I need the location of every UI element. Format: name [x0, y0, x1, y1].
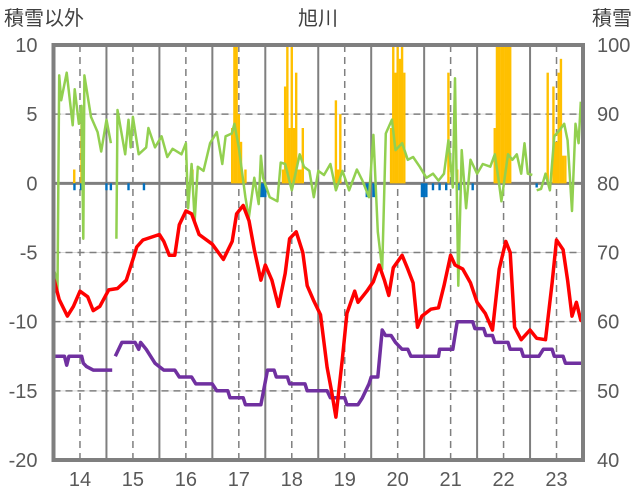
precip-bar	[557, 72, 560, 184]
precip-bar	[497, 45, 501, 184]
negative-bar	[471, 183, 474, 191]
xtick-label: 18	[281, 469, 303, 491]
negative-bar	[425, 183, 428, 198]
precip-bar	[389, 128, 393, 184]
precip-bar	[546, 72, 549, 184]
negative-bar	[142, 183, 146, 191]
precip-bar	[495, 45, 499, 184]
ytick-left-label: -10	[9, 312, 38, 334]
negative-bar	[264, 183, 267, 198]
xtick-label: 19	[334, 469, 356, 491]
precip-bar	[502, 45, 505, 184]
negative-bar	[79, 183, 83, 191]
precip-bar	[559, 58, 563, 184]
precip-bar	[297, 169, 300, 184]
green-line	[115, 76, 533, 287]
negative-bar	[458, 183, 461, 191]
precip-bar	[447, 72, 450, 184]
precip-bar	[286, 45, 289, 184]
precip-bar	[294, 72, 298, 184]
ytick-right-label: 70	[597, 243, 619, 265]
precip-bar	[233, 45, 236, 184]
negative-bar	[445, 183, 448, 191]
precip-bar	[290, 45, 293, 184]
precip-bar	[288, 128, 291, 184]
ytick-right-label: 50	[597, 381, 619, 403]
lines	[51, 71, 584, 419]
precip-bar	[73, 169, 76, 184]
green-line	[52, 71, 113, 292]
precip-bar	[504, 45, 507, 184]
precip-bar	[301, 128, 305, 184]
precip-bar	[281, 169, 285, 184]
precip-bar	[398, 58, 402, 184]
negative-bar	[109, 183, 113, 191]
precip-bar	[394, 72, 397, 184]
xtick-label: 14	[69, 469, 91, 491]
xtick-label: 15	[122, 469, 144, 491]
negative-bar	[73, 183, 76, 191]
precip-bar	[564, 155, 567, 184]
ytick-right-label: 90	[597, 104, 619, 126]
snow_depth-line	[53, 354, 113, 372]
negative-bar	[261, 183, 265, 198]
precip-bar	[508, 45, 512, 184]
negative-bar	[431, 183, 435, 191]
xtick-label: 23	[545, 469, 567, 491]
ytick-left-label: -20	[9, 450, 38, 472]
precip-bar	[231, 128, 234, 184]
xtick-label: 16	[175, 469, 197, 491]
precip-bar	[336, 169, 340, 184]
negative-bar	[105, 183, 108, 191]
ytick-right-label: 100	[597, 35, 630, 57]
negative-bar	[372, 183, 375, 198]
precip-bar	[500, 45, 503, 184]
precip-bar	[334, 100, 338, 184]
ytick-right-label: 40	[597, 450, 619, 472]
xtick-label: 21	[440, 469, 462, 491]
precip-bar	[244, 169, 247, 184]
ylabel-left: 積雪以外	[4, 7, 84, 30]
snow_depth-line	[113, 319, 583, 407]
precip-bar	[339, 114, 342, 184]
precip-bar	[554, 141, 557, 184]
green-line	[536, 101, 583, 213]
plot-frame	[51, 43, 585, 462]
precip-bar	[561, 155, 565, 184]
frame	[51, 43, 585, 462]
ytick-left-label: -15	[9, 381, 38, 403]
ytick-right-label: 80	[597, 173, 619, 195]
precip-bar	[283, 86, 287, 184]
bars	[73, 45, 567, 198]
precip-bar	[396, 45, 399, 184]
xtick-label: 17	[228, 469, 250, 491]
precip-bar	[403, 72, 406, 184]
chart-title: 旭川	[298, 7, 338, 30]
negative-bar	[438, 183, 441, 191]
xtick-label: 22	[492, 469, 514, 491]
ylabel-right: 積雪	[592, 7, 632, 30]
negative-bar	[420, 183, 424, 198]
precip-bar	[400, 45, 404, 184]
precip-bar	[392, 45, 395, 184]
precip-bar	[506, 45, 510, 184]
xtick-label: 20	[387, 469, 409, 491]
precip-bar	[235, 45, 238, 184]
temperature-line	[51, 203, 584, 419]
negative-bar	[259, 183, 263, 198]
ytick-left-label: 10	[15, 35, 37, 57]
ytick-left-label: -5	[20, 243, 38, 265]
ytick-left-label: 5	[26, 104, 37, 126]
precip-bar	[292, 128, 296, 184]
negative-bar	[422, 183, 426, 198]
negative-bar	[127, 183, 130, 191]
negative-bar	[535, 183, 538, 188]
ytick-left-label: 0	[26, 173, 37, 195]
precip-bar	[552, 86, 555, 184]
ytick-right-label: 60	[597, 312, 619, 334]
precip-bar	[299, 169, 302, 184]
